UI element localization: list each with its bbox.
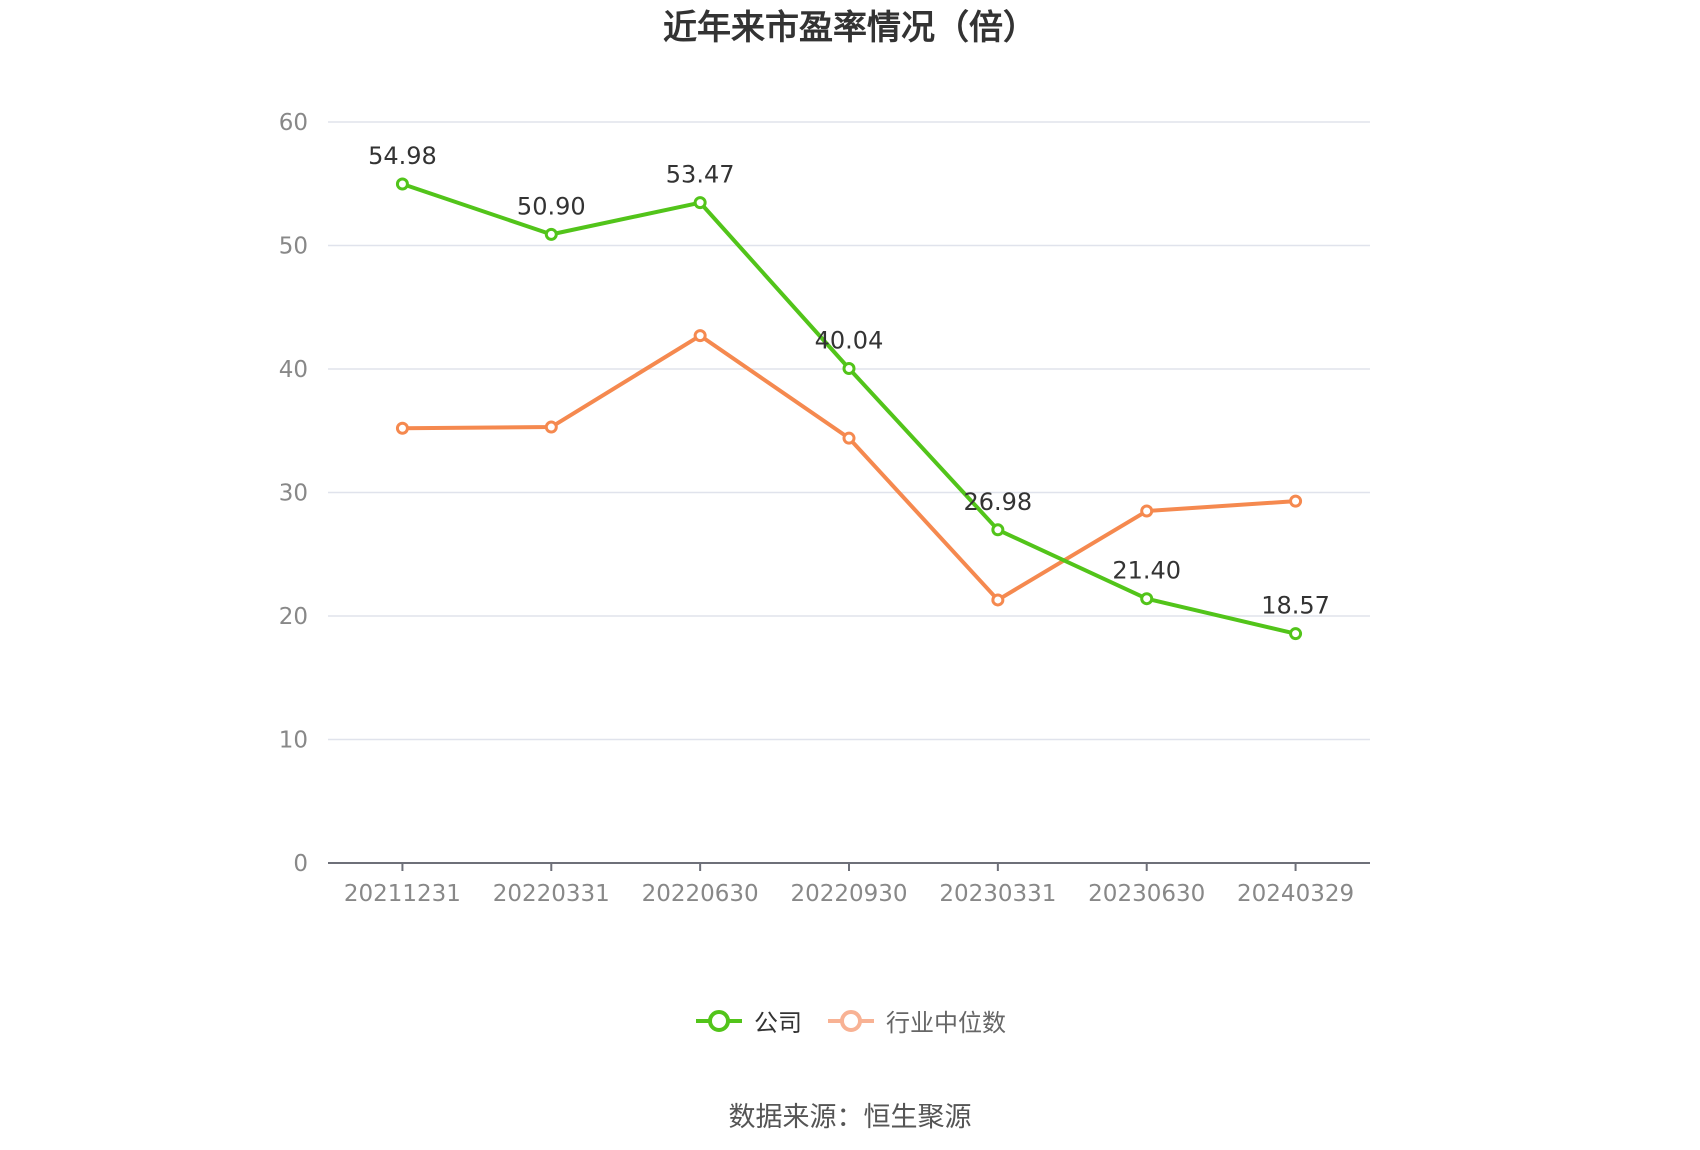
series-lines bbox=[395, 177, 1303, 641]
data-point[interactable] bbox=[842, 431, 856, 445]
legend-company-swatch-circle bbox=[708, 1009, 730, 1032]
data-label: 40.04 bbox=[815, 327, 884, 355]
data-label: 21.40 bbox=[1112, 557, 1181, 585]
data-label: 26.98 bbox=[963, 488, 1032, 516]
data-label: 53.47 bbox=[666, 161, 735, 189]
data-point[interactable] bbox=[1140, 504, 1154, 518]
x-tick-label: 20230630 bbox=[1088, 881, 1205, 907]
axes: 0 10 20 30 40 50 60 20211231 20220331 20220630 202… bbox=[279, 110, 1370, 907]
data-point[interactable] bbox=[544, 420, 558, 434]
legend-industry-swatch-icon bbox=[828, 1009, 874, 1032]
y-tick-label: 40 bbox=[279, 357, 308, 383]
data-point[interactable] bbox=[395, 421, 409, 435]
data-point[interactable] bbox=[693, 196, 707, 210]
x-tick-label: 20220930 bbox=[790, 881, 907, 907]
legend: 公司 行业中位数 bbox=[0, 1003, 1700, 1038]
x-tick-label: 20230331 bbox=[939, 881, 1056, 907]
y-tick-label: 60 bbox=[279, 110, 308, 136]
legend-company-swatch-icon bbox=[696, 1009, 742, 1032]
y-tick-label: 30 bbox=[279, 481, 308, 507]
data-point[interactable] bbox=[395, 177, 409, 191]
x-tick-label: 20211231 bbox=[344, 881, 461, 907]
y-tick-label: 10 bbox=[279, 728, 308, 754]
data-label: 50.90 bbox=[517, 192, 586, 220]
legend-item-company[interactable]: 公司 bbox=[694, 1003, 802, 1038]
data-point[interactable] bbox=[991, 593, 1005, 607]
data-point[interactable] bbox=[1140, 592, 1154, 606]
legend-industry-label: 行业中位数 bbox=[886, 1009, 1006, 1037]
y-tick-label: 20 bbox=[279, 604, 308, 630]
chart-title: 近年来市盈率情况（倍） bbox=[663, 8, 1037, 48]
data-label: 54.98 bbox=[368, 142, 437, 170]
data-point[interactable] bbox=[1289, 494, 1303, 508]
source-note: 数据来源：恒生聚源 bbox=[728, 1102, 972, 1133]
legend-industry-swatch-circle bbox=[840, 1009, 862, 1032]
data-labels: 54.98 50.90 53.47 40.04 26.98 21.40 18.57 bbox=[368, 142, 1330, 620]
data-label: 18.57 bbox=[1261, 592, 1330, 620]
y-tick-label: 50 bbox=[279, 234, 308, 260]
data-point[interactable] bbox=[693, 329, 707, 343]
data-point[interactable] bbox=[1289, 627, 1303, 641]
legend-company-label: 公司 bbox=[754, 1009, 802, 1037]
x-tick-label: 20220331 bbox=[493, 881, 610, 907]
x-tick-label: 20220630 bbox=[642, 881, 759, 907]
y-tick-label: 0 bbox=[293, 851, 308, 877]
grid-lines bbox=[328, 121, 1370, 741]
data-point[interactable] bbox=[544, 227, 558, 241]
data-point[interactable] bbox=[991, 523, 1005, 537]
legend-item-industry-median[interactable]: 行业中位数 bbox=[826, 1003, 1006, 1038]
data-point[interactable] bbox=[842, 362, 856, 376]
x-tick-label: 20240329 bbox=[1237, 881, 1354, 907]
